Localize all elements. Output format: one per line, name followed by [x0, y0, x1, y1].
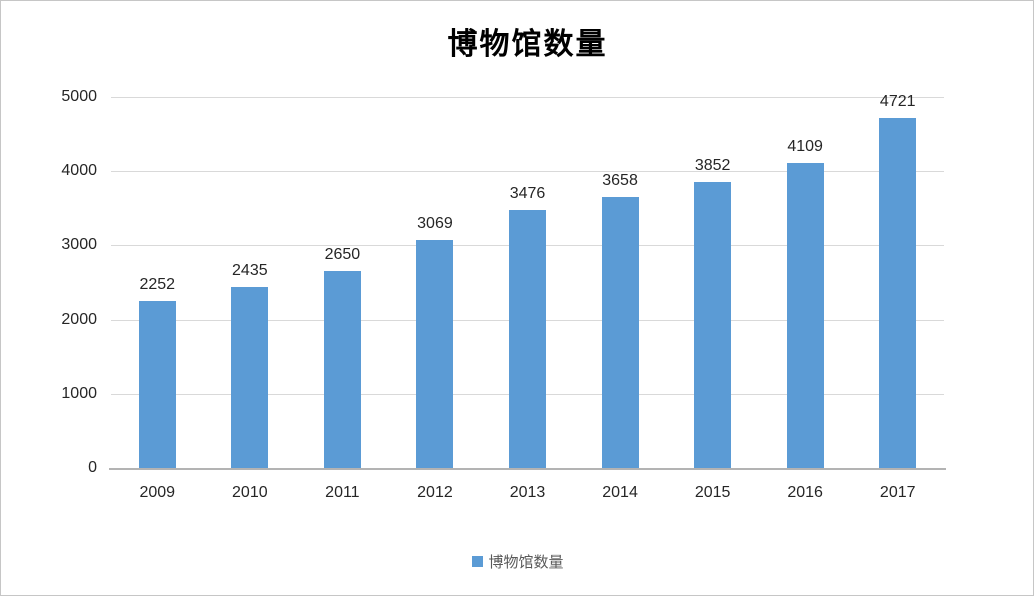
- data-label-2013: 3476: [509, 185, 546, 203]
- plot-area: 2252 2435 2650 3069 3476 3658 3852 4109 4721: [111, 93, 944, 468]
- x-tick-label-2014: 2014: [602, 484, 638, 501]
- bar-2012: [416, 240, 454, 468]
- bar-2014: [601, 196, 639, 468]
- y-axis: 0 1000 2000 3000 4000 5000: [1, 1, 97, 595]
- y-tick-label-0: 0: [88, 459, 97, 476]
- y-tick-label-5000: 5000: [61, 88, 97, 105]
- x-tick-label-2013: 2013: [509, 484, 546, 501]
- gridline-4000: [111, 171, 944, 173]
- x-tick-label-2009: 2009: [139, 484, 176, 501]
- y-tick-label-3000: 3000: [61, 236, 97, 254]
- legend-label: 博物馆数量: [488, 554, 564, 571]
- data-label-2016: 4109: [787, 138, 823, 156]
- data-label-2015: 3852: [694, 157, 731, 175]
- data-label-2017: 4721: [879, 92, 916, 110]
- x-tick-label-2010: 2010: [232, 484, 268, 501]
- chart-title: 博物馆数量: [447, 27, 608, 62]
- data-label-2009: 2252: [139, 275, 176, 293]
- bar-2017: [879, 117, 917, 468]
- data-label-2014: 3658: [602, 171, 638, 189]
- x-tick-label-2016: 2016: [787, 484, 823, 501]
- bar-2013: [509, 210, 546, 468]
- gridline-5000: [111, 97, 944, 98]
- x-tick-label-2011: 2011: [325, 484, 360, 501]
- legend: 博物馆数量: [1, 551, 1033, 572]
- y-tick-label-1000: 1000: [61, 384, 97, 402]
- x-tick-label-2015: 2015: [694, 484, 731, 501]
- bar-2015: [694, 182, 732, 468]
- y-tick-label-4000: 4000: [61, 162, 97, 180]
- bar-2010: [231, 287, 269, 468]
- x-tick-label-2017: 2017: [879, 484, 916, 501]
- data-label-2012: 3069: [417, 215, 453, 233]
- bar-2011: [323, 271, 361, 468]
- x-tick-label-2012: 2012: [417, 484, 453, 501]
- y-tick-label-2000: 2000: [61, 310, 97, 328]
- data-label-2010: 2435: [232, 262, 268, 280]
- data-label-2011: 2650: [324, 246, 361, 264]
- x-axis-line: [109, 468, 946, 470]
- legend-swatch-icon: [472, 556, 484, 567]
- bar-2016: [786, 163, 824, 468]
- bar-2009: [138, 300, 176, 468]
- x-axis: 2009 2010 2011 2012 2013 2014 2015 2016 2017: [111, 484, 944, 508]
